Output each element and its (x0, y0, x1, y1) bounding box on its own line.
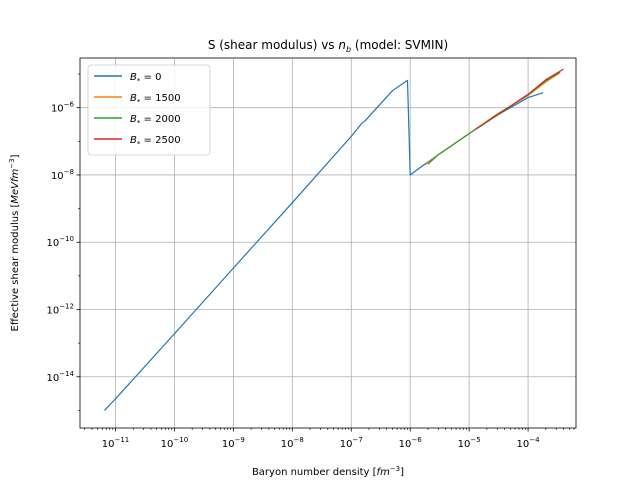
x-tick-label: 10−7 (340, 436, 363, 450)
x-tick-label: 10−4 (517, 436, 541, 450)
x-tick-label: 10−6 (399, 436, 423, 450)
x-tick-label: 10−5 (458, 436, 481, 450)
legend: B* = 0 B* = 1500 B* = 2000 B* = 2500 (87, 64, 211, 156)
series-line-3 (475, 68, 564, 130)
x-tick-label: 10−11 (102, 436, 130, 450)
legend-box (87, 64, 211, 156)
x-tick-label: 10−10 (161, 436, 189, 450)
x-tick-label: 10−9 (222, 436, 245, 450)
legend-label: B* = 2500 (130, 135, 181, 148)
y-tick-label: 10−10 (46, 235, 74, 249)
grid (80, 58, 576, 428)
y-tick-label: 10−6 (51, 101, 75, 115)
series-lines (104, 68, 564, 411)
chart-title: S (shear modulus) vs nb (model: SVMIN) (208, 38, 448, 54)
legend-label: B* = 2000 (130, 114, 181, 127)
legend-label: B* = 1500 (130, 93, 181, 106)
legend-label: B* = 0 (130, 72, 161, 85)
x-tick-label: 10−8 (281, 436, 304, 450)
y-tick-label: 10−14 (46, 370, 74, 384)
y-axis-label: Effective shear modulus [MeVfm−3] (8, 154, 21, 331)
y-tick-label: 10−12 (46, 303, 74, 317)
x-axis-label: Baryon number density [fm−3] (252, 465, 404, 478)
y-tick-label: 10−8 (51, 168, 74, 182)
y-axis: 10−14 10−12 10−10 10−8 10−6 (46, 73, 80, 411)
x-axis: 10−11 10−10 10−9 10−8 10−7 10−6 10−5 10−4 (84, 428, 575, 450)
